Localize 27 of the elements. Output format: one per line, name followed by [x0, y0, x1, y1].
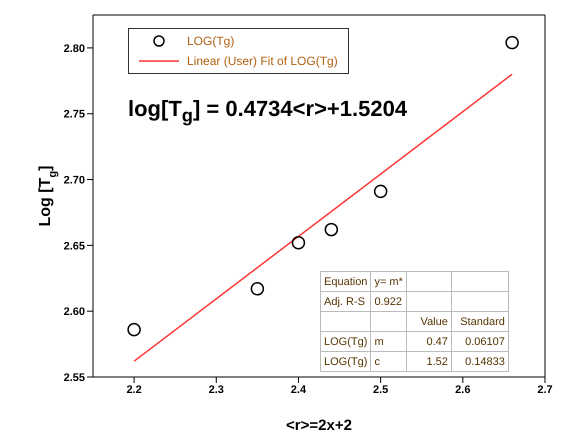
annotation: Equation y= m*: [323, 274, 404, 290]
legend-label: Linear (User) Fit of LOG(Tg): [187, 54, 338, 68]
x-tick-label: 2.4: [290, 384, 307, 396]
y-tick-label: 2.65: [64, 240, 85, 252]
y-tick-label: 2.60: [64, 306, 85, 318]
x-tick-label: 2.3: [208, 384, 224, 396]
x-tick-label: 2.5: [372, 384, 388, 396]
x-tick-label: 2.7: [537, 384, 553, 396]
x-axis-title: <r>=2x+2: [286, 417, 352, 434]
point: [292, 236, 306, 250]
point: [127, 322, 141, 336]
point: [374, 184, 388, 198]
point: [250, 282, 264, 296]
y-tick-label: 2.75: [64, 108, 85, 121]
annotation: log[T$_{g}$] = 0.4734<r>+1.5204: [128, 96, 408, 126]
annotation: Adj. R-S 0.922: [323, 294, 403, 310]
point: [505, 36, 519, 50]
annotation: Value Standard: [420, 314, 506, 330]
y-tick-label: 2.70: [64, 174, 85, 186]
text: LOG(Tg) c 1.52 0.14833: [324, 356, 505, 368]
legend-label: LOG(Tg): [187, 34, 234, 48]
text: LOG(Tg) m 0.47 0.06107: [324, 336, 505, 348]
x-tick-label: 2.2: [126, 384, 142, 396]
x-tick-label: 2.6: [455, 384, 470, 396]
y-tick-label: 2.80: [64, 42, 85, 55]
y-tick-label: 2.55: [64, 372, 85, 384]
point: [324, 222, 338, 236]
